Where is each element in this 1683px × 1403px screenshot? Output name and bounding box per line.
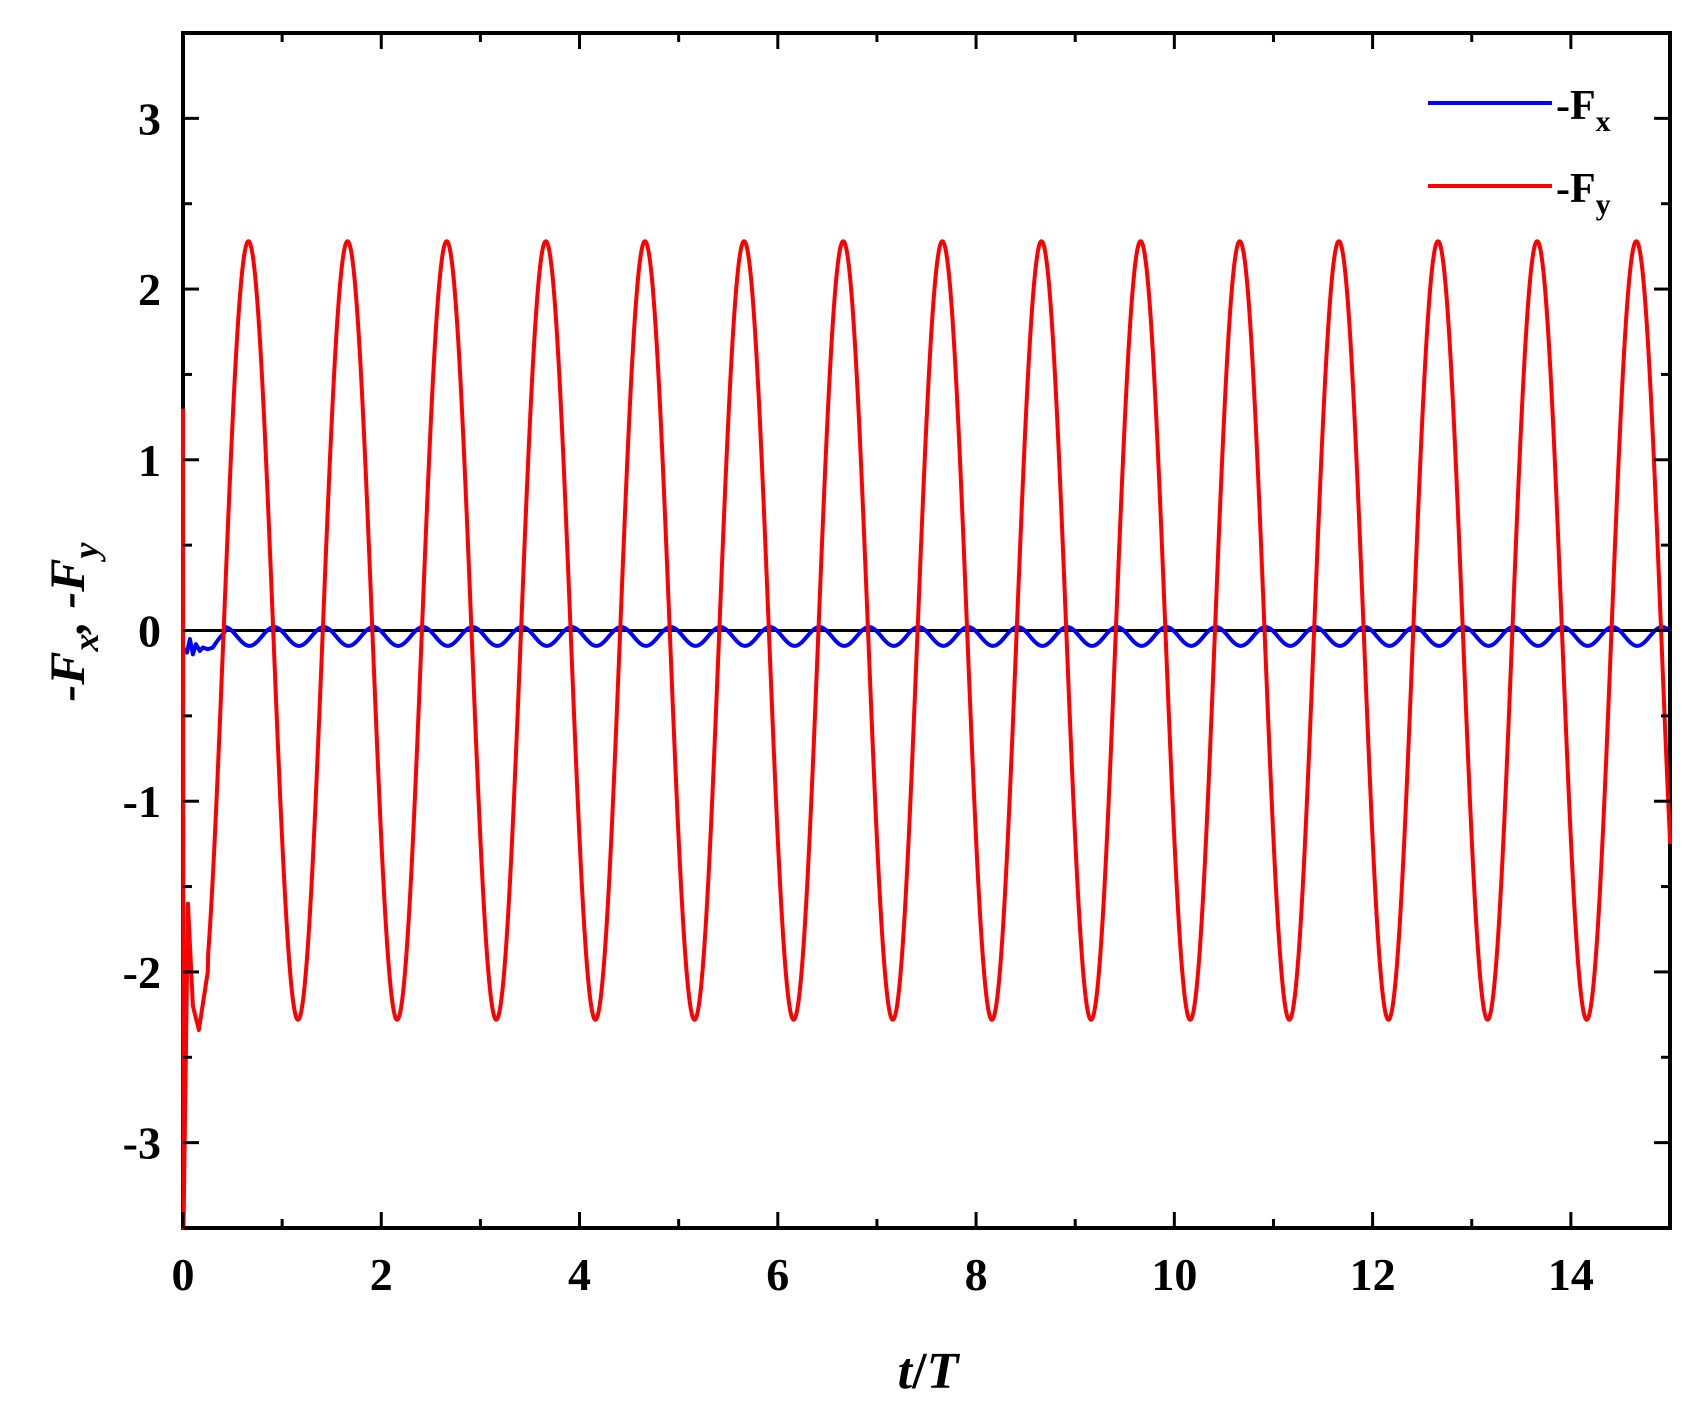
y-axis-text: -F xyxy=(39,651,95,701)
legend-fx-name: -F xyxy=(1556,83,1596,129)
y-axis-title: -Fx, -Fy xyxy=(39,541,106,701)
x-tick-label: 14 xyxy=(1548,1249,1594,1300)
y-tick-label: 1 xyxy=(138,435,161,486)
y-tick-label: 0 xyxy=(138,606,161,657)
x-tick-labels: 0 2 4 6 8 10 12 14 xyxy=(172,1249,1594,1300)
legend-label-fy: -Fy xyxy=(1556,166,1611,221)
legend-fx-sub: x xyxy=(1596,105,1611,138)
y-tick-label: -1 xyxy=(123,776,161,827)
y-axis-sub1: x xyxy=(66,633,106,652)
y-tick-label: 3 xyxy=(138,93,161,144)
y-axis-sep: , -F xyxy=(39,558,95,635)
y-tick-label: 2 xyxy=(138,264,161,315)
tick-layer xyxy=(181,31,1672,1230)
y-axis-sub2: y xyxy=(66,541,106,562)
x-axis-title: t/T xyxy=(898,1343,961,1400)
x-tick-label: 6 xyxy=(766,1249,789,1300)
plot-area xyxy=(181,31,1672,1230)
y-tick-label: -2 xyxy=(123,947,161,998)
legend-fy-name: -F xyxy=(1556,166,1596,212)
legend-label-fx: -Fx xyxy=(1556,83,1611,138)
x-axis-var: t xyxy=(898,1343,914,1400)
x-tick-label: 4 xyxy=(568,1249,591,1300)
series-line-x xyxy=(181,625,1672,657)
x-axis-unit: T xyxy=(927,1343,961,1400)
series-layer xyxy=(181,239,1672,1230)
x-tick-label: 12 xyxy=(1350,1249,1396,1300)
y-tick-labels: 3 2 1 0 -1 -2 -3 xyxy=(123,93,161,1168)
x-tick-label: 2 xyxy=(370,1249,393,1300)
x-tick-label: 10 xyxy=(1151,1249,1197,1300)
x-axis-sep: / xyxy=(911,1343,927,1400)
y-tick-label: -3 xyxy=(123,1118,161,1169)
series-line-y xyxy=(181,239,1672,1230)
x-tick-label: 0 xyxy=(172,1249,195,1300)
x-tick-label: 8 xyxy=(965,1249,988,1300)
legend: -Fx -Fy xyxy=(1428,83,1611,221)
legend-fy-sub: y xyxy=(1596,188,1611,221)
